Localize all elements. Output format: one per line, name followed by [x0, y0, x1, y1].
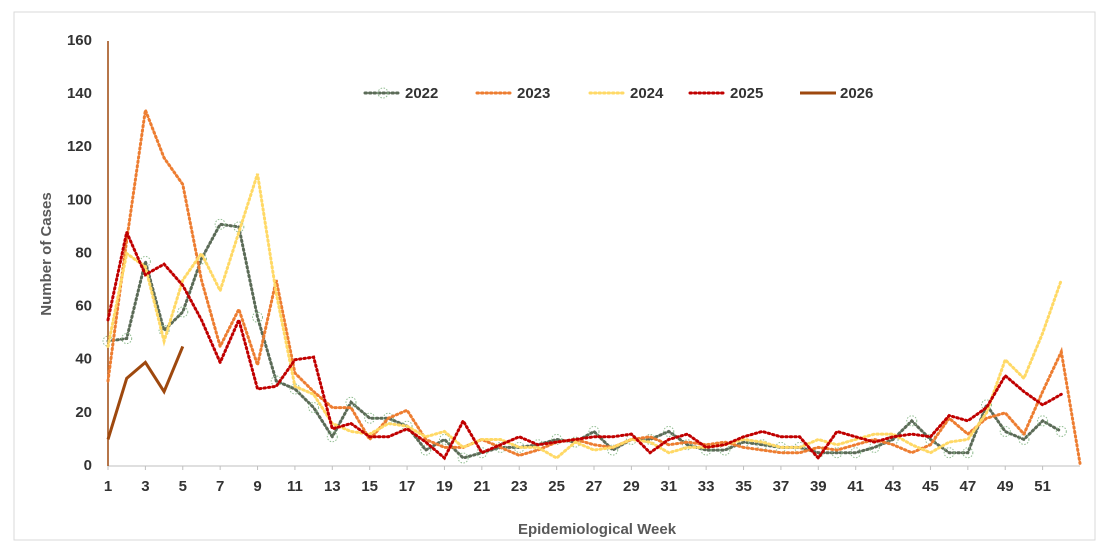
series-marker — [607, 444, 619, 456]
x-axis-label: Epidemiological Week — [518, 521, 677, 538]
x-tick-label: 11 — [287, 478, 303, 495]
x-tick-label: 23 — [511, 478, 528, 495]
legend-label: 2025 — [730, 85, 763, 102]
series-marker — [326, 431, 338, 443]
series-marker — [476, 447, 488, 459]
series-marker — [420, 444, 432, 456]
x-tick-label: 15 — [361, 478, 378, 495]
series-marker — [831, 447, 843, 459]
x-tick-label: 17 — [399, 478, 416, 495]
series-marker — [457, 452, 469, 464]
series-marker — [663, 425, 675, 437]
series-marker — [158, 325, 170, 337]
y-axis-label: Number of Cases — [38, 192, 55, 315]
x-tick-label: 39 — [810, 478, 827, 495]
series-marker — [364, 412, 376, 424]
y-tick-label: 80 — [75, 244, 92, 261]
series-line — [106, 104, 1082, 465]
series-marker — [214, 218, 226, 230]
x-tick-label: 21 — [474, 478, 491, 495]
series-marker — [588, 425, 600, 437]
y-tick-label: 100 — [67, 191, 92, 208]
series-marker — [252, 311, 264, 323]
series-marker — [681, 439, 693, 451]
legend-label: 2026 — [840, 85, 873, 102]
x-tick-label: 51 — [1034, 478, 1051, 495]
series-marker — [1018, 433, 1030, 445]
x-tick-label: 33 — [698, 478, 715, 495]
series-marker — [438, 433, 450, 445]
series-marker — [1055, 425, 1067, 437]
series-marker — [943, 447, 955, 459]
y-tick-label: 120 — [67, 138, 92, 155]
y-tick-label: 160 — [67, 32, 92, 49]
series-marker — [382, 412, 394, 424]
x-tick-label: 31 — [660, 478, 677, 495]
x-tick-label: 49 — [997, 478, 1014, 495]
series-marker — [906, 415, 918, 427]
series-marker — [551, 433, 563, 445]
x-tick-label: 7 — [216, 478, 224, 495]
series-marker — [569, 436, 581, 448]
x-tick-label: 43 — [885, 478, 902, 495]
y-tick-label: 60 — [75, 298, 92, 315]
x-tick-label: 5 — [179, 478, 187, 495]
x-tick-label: 45 — [922, 478, 939, 495]
series-marker — [756, 439, 768, 451]
x-tick-label: 1 — [104, 478, 112, 495]
x-tick-label: 41 — [847, 478, 864, 495]
y-tick-label: 20 — [75, 404, 92, 421]
series-marker — [850, 447, 862, 459]
x-tick-label: 13 — [324, 478, 341, 495]
series-marker — [233, 221, 245, 233]
chart-frame — [13, 11, 1096, 541]
series-line — [106, 345, 185, 440]
x-tick-label: 37 — [773, 478, 790, 495]
series-line — [106, 173, 1063, 460]
series-line — [106, 227, 1063, 461]
y-tick-label: 40 — [75, 351, 92, 368]
x-tick-label: 3 — [141, 478, 149, 495]
x-tick-label: 9 — [253, 478, 261, 495]
legend-label: 2022 — [405, 85, 438, 102]
series-marker — [981, 399, 993, 411]
x-tick-label: 27 — [586, 478, 603, 495]
x-tick-label: 25 — [548, 478, 565, 495]
x-tick-label: 19 — [436, 478, 453, 495]
x-tick-label: 47 — [960, 478, 977, 495]
x-tick-label: 35 — [735, 478, 752, 495]
series-marker — [719, 444, 731, 456]
series-marker — [308, 402, 320, 414]
series-marker — [700, 444, 712, 456]
series-line — [106, 222, 1063, 460]
legend-label: 2023 — [517, 85, 550, 102]
series-marker — [999, 425, 1011, 437]
legend-label: 2024 — [630, 85, 664, 102]
series-marker — [962, 447, 974, 459]
legend-marker — [377, 87, 389, 99]
series-marker — [1037, 415, 1049, 427]
y-tick-label: 0 — [84, 457, 92, 474]
y-tick-label: 140 — [67, 85, 92, 102]
series-marker — [177, 306, 189, 318]
series-marker — [345, 396, 357, 408]
series-marker — [121, 333, 133, 344]
series-marker — [868, 441, 880, 453]
x-tick-label: 29 — [623, 478, 640, 495]
